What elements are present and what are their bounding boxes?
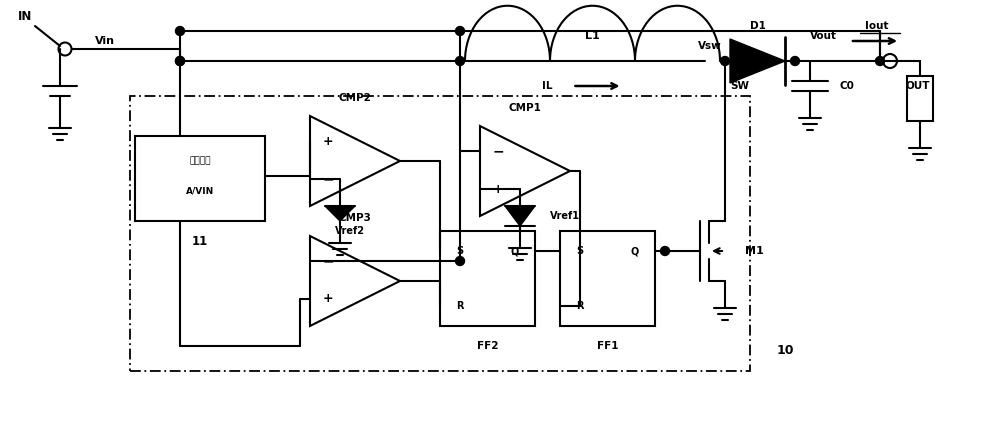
Text: CMP2: CMP2 — [339, 93, 371, 103]
Polygon shape — [325, 206, 355, 221]
Text: Vref2: Vref2 — [335, 226, 365, 236]
Text: −: − — [492, 144, 504, 158]
Text: Q: Q — [631, 246, 639, 256]
Text: OUT: OUT — [905, 81, 930, 91]
Text: R: R — [576, 301, 584, 311]
Text: 11: 11 — [192, 234, 208, 248]
Circle shape — [176, 56, 185, 66]
Text: Vout: Vout — [810, 31, 837, 41]
Bar — [560, 231, 655, 326]
Text: M1: M1 — [745, 246, 764, 256]
Text: −: − — [322, 172, 334, 186]
Bar — [907, 76, 933, 121]
Text: A/VIN: A/VIN — [186, 187, 214, 195]
Text: S: S — [456, 246, 464, 256]
Text: 除法电路: 除法电路 — [189, 157, 211, 165]
Text: +: + — [323, 134, 333, 147]
Circle shape — [456, 56, 465, 66]
Circle shape — [720, 56, 730, 66]
Text: CMP1: CMP1 — [509, 103, 541, 113]
Circle shape — [176, 56, 185, 66]
Text: 10: 10 — [776, 344, 794, 357]
Circle shape — [876, 56, 885, 66]
Text: S: S — [576, 246, 584, 256]
Text: Vin: Vin — [95, 36, 115, 46]
Bar — [130, 96, 750, 371]
Text: D1: D1 — [750, 21, 765, 31]
Polygon shape — [505, 206, 535, 226]
Text: R: R — [456, 301, 464, 311]
Text: L1: L1 — [585, 31, 600, 41]
Text: C0: C0 — [840, 81, 855, 91]
Text: IN: IN — [18, 10, 32, 22]
Text: Q: Q — [511, 246, 519, 256]
Bar — [135, 136, 265, 221]
Text: +: + — [323, 293, 333, 306]
Circle shape — [660, 247, 670, 256]
Polygon shape — [730, 39, 785, 83]
Text: Vsw: Vsw — [698, 41, 722, 51]
Circle shape — [456, 27, 465, 35]
Text: +: + — [493, 182, 503, 195]
Circle shape — [790, 56, 800, 66]
Text: SW: SW — [730, 81, 749, 91]
Text: FF1: FF1 — [597, 341, 618, 351]
Text: Vref1: Vref1 — [550, 211, 580, 221]
Text: IL: IL — [542, 81, 553, 91]
Circle shape — [176, 27, 185, 35]
Bar — [440, 231, 535, 326]
Text: CMP3: CMP3 — [339, 213, 371, 223]
Circle shape — [456, 256, 465, 266]
Text: FF2: FF2 — [477, 341, 498, 351]
Text: −: − — [322, 254, 334, 268]
Text: Iout: Iout — [865, 21, 889, 31]
